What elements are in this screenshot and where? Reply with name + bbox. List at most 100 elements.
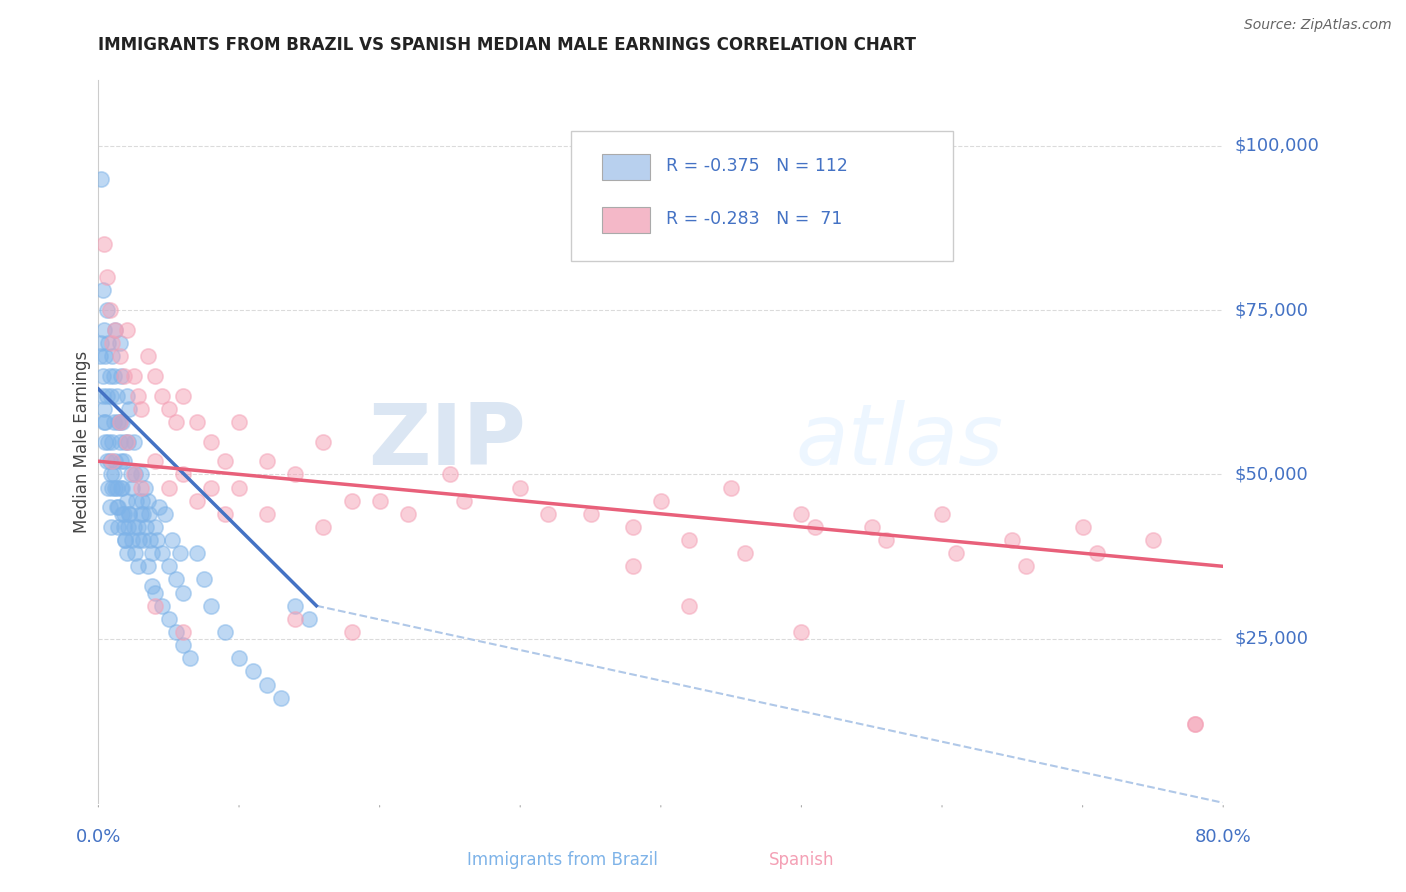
Point: [172, 467, 194, 482]
Point: [108, 415, 131, 429]
Point: [439, 467, 461, 482]
Point: [734, 546, 756, 560]
Point: [678, 533, 700, 547]
Point: [96, 270, 118, 285]
Point: [340, 493, 363, 508]
Point: [179, 651, 201, 665]
Point: [150, 546, 173, 560]
Point: [105, 481, 128, 495]
FancyBboxPatch shape: [602, 154, 650, 180]
Point: [129, 507, 152, 521]
Point: [115, 323, 138, 337]
Point: [93, 323, 115, 337]
Point: [509, 481, 531, 495]
Point: [115, 493, 138, 508]
Point: [128, 533, 150, 547]
Point: [129, 401, 152, 416]
Point: [127, 520, 149, 534]
Point: [111, 481, 134, 495]
Point: [112, 520, 135, 534]
Point: [98, 454, 121, 468]
Point: [115, 546, 138, 560]
Point: [117, 434, 139, 449]
Point: [112, 368, 135, 383]
Point: [114, 533, 136, 547]
Point: [537, 507, 560, 521]
Point: [105, 388, 128, 402]
Point: [114, 434, 136, 449]
Point: [90, 171, 112, 186]
Text: $50,000: $50,000: [1234, 466, 1308, 483]
Point: [97, 434, 120, 449]
Point: [143, 454, 166, 468]
Point: [256, 677, 278, 691]
Point: [186, 415, 208, 429]
Point: [101, 349, 124, 363]
Point: [115, 434, 138, 449]
Point: [100, 388, 122, 402]
Point: [139, 533, 162, 547]
Point: [228, 415, 250, 429]
Point: [91, 388, 114, 402]
Point: [720, 481, 742, 495]
Point: [124, 546, 146, 560]
Point: [105, 500, 128, 515]
Point: [298, 612, 321, 626]
Point: [165, 415, 187, 429]
Point: [804, 520, 827, 534]
Point: [157, 481, 180, 495]
Text: $100,000: $100,000: [1234, 137, 1319, 155]
Point: [101, 434, 124, 449]
Point: [136, 493, 159, 508]
Point: [228, 481, 250, 495]
Point: [101, 336, 124, 351]
Point: [108, 415, 131, 429]
Point: [270, 690, 292, 705]
Point: [124, 467, 146, 482]
Point: [284, 467, 307, 482]
Point: [136, 349, 159, 363]
Point: [132, 507, 155, 521]
Point: [118, 401, 141, 416]
Point: [214, 625, 236, 640]
Point: [200, 481, 222, 495]
FancyBboxPatch shape: [571, 131, 953, 260]
Point: [172, 638, 194, 652]
Point: [172, 388, 194, 402]
Point: [1184, 717, 1206, 731]
Text: Source: ZipAtlas.com: Source: ZipAtlas.com: [1244, 18, 1392, 32]
Point: [621, 520, 644, 534]
Point: [93, 415, 115, 429]
Point: [143, 599, 166, 613]
Point: [453, 493, 475, 508]
Point: [104, 323, 127, 337]
Point: [169, 546, 191, 560]
Point: [193, 573, 215, 587]
Text: IMMIGRANTS FROM BRAZIL VS SPANISH MEDIAN MALE EARNINGS CORRELATION CHART: IMMIGRANTS FROM BRAZIL VS SPANISH MEDIAN…: [98, 36, 917, 54]
Point: [368, 493, 391, 508]
Point: [148, 500, 170, 515]
Point: [284, 612, 307, 626]
Point: [157, 612, 180, 626]
Point: [98, 303, 121, 318]
Text: 0.0%: 0.0%: [76, 828, 121, 846]
Point: [172, 585, 194, 599]
Point: [146, 533, 169, 547]
Point: [186, 493, 208, 508]
Point: [97, 481, 120, 495]
Text: atlas: atlas: [796, 400, 1004, 483]
Point: [112, 507, 135, 521]
Text: Spanish: Spanish: [769, 851, 834, 869]
Point: [96, 454, 118, 468]
Point: [110, 454, 132, 468]
Point: [165, 625, 187, 640]
Text: ZIP: ZIP: [368, 400, 526, 483]
Point: [135, 520, 157, 534]
Point: [790, 625, 813, 640]
Text: $25,000: $25,000: [1234, 630, 1309, 648]
Point: [136, 559, 159, 574]
Point: [107, 415, 129, 429]
Point: [103, 415, 125, 429]
Point: [200, 434, 222, 449]
Point: [108, 349, 131, 363]
